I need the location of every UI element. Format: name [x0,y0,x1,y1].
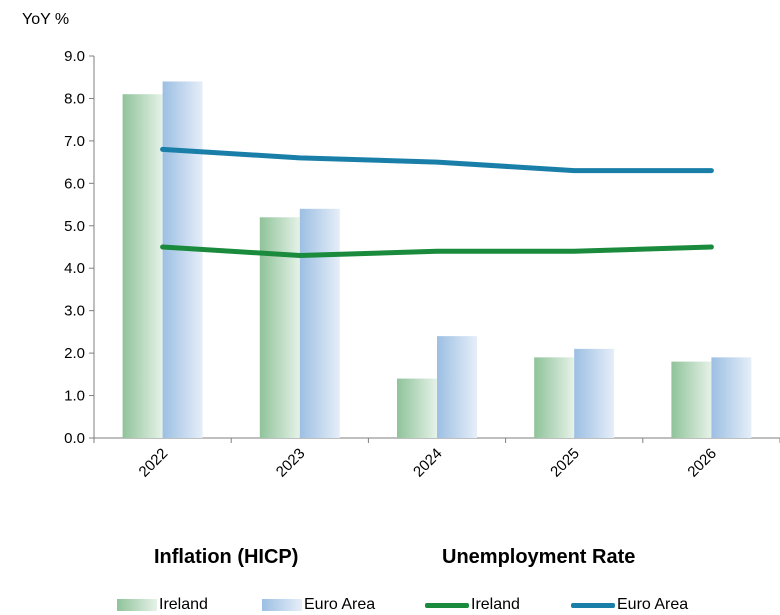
bar-ireland-2026 [671,361,712,438]
legend-label: Euro Area [617,596,689,613]
legend-label: Ireland [159,596,208,613]
bar-euro-area-2026 [711,357,752,438]
bar-euro-area-2022 [162,81,203,438]
y-tick-label: 7.0 [64,133,85,150]
y-tick-label: 2.0 [64,345,85,362]
x-tick-label: 2025 [547,445,583,481]
line-unemployment-ireland [160,244,714,258]
bar-ireland-2025 [534,357,575,438]
x-tick-label: 2023 [273,445,309,481]
plot-area: 0.0 1.0 2.0 3.0 4.0 5.0 6.0 7.0 8.0 9.0 2022 2023 20… [64,48,780,481]
bar-ireland-2024 [397,378,437,438]
y-tick-label: 4.0 [64,260,85,277]
x-tick-label: 2022 [136,445,172,481]
legend-swatch [425,602,469,608]
legend-item-ireland-bar: Ireland [117,596,208,614]
x-tick-label: 2026 [684,445,720,481]
legend-swatch [117,599,157,611]
legend-item-ireland-line: Ireland [425,596,520,614]
y-tick-label: 0.0 [64,430,85,447]
bar-group-title: Inflation (HICP) [154,546,299,568]
chart-canvas: YoY % 0.0 1.0 2.0 3.0 4.0 5.0 6.0 7.0 8.0 9.0 2022… [22,11,780,481]
bar-euro-area-2024 [437,336,477,438]
bar-euro-area-2025 [574,348,615,438]
y-tick-label: 1.0 [64,388,85,405]
legend-label: Ireland [471,596,520,613]
y-tick-label: 5.0 [64,218,85,235]
y-tick-label: 9.0 [64,48,85,65]
legend-swatch [262,599,302,611]
y-tick-label: 8.0 [64,90,85,107]
y-axis-label: YoY % [22,11,69,28]
line-group-title: Unemployment Rate [442,546,636,568]
bar-ireland-2022 [122,94,163,438]
legend-item-euro-area-line: Euro Area [571,596,688,614]
legend-swatch [571,602,615,608]
x-tick-label: 2024 [410,445,446,481]
legend-label: Euro Area [304,596,376,613]
bar-euro-area-2023 [299,208,340,438]
legend-item-euro-area-bar: Euro Area [262,596,375,614]
bar-ireland-2023 [259,217,300,438]
y-tick-label: 3.0 [64,303,85,320]
line-unemployment-euro-area [160,146,714,174]
y-tick-label: 6.0 [64,175,85,192]
